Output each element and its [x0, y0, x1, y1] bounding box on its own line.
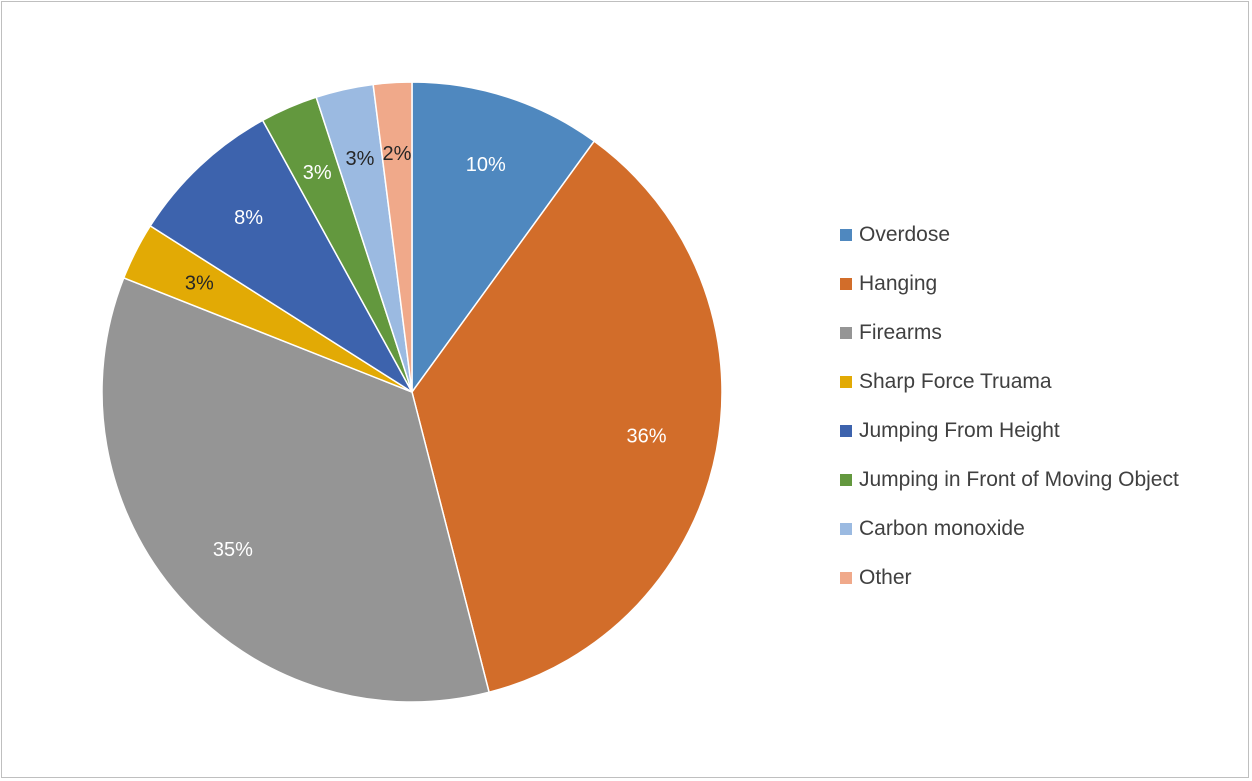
legend-label-hanging: Hanging — [859, 271, 938, 295]
pie-slice-jumping-from-height — [149, 119, 413, 393]
legend-item-firearms: Firearms — [840, 308, 1179, 357]
legend-swatch-jumping-from-height — [840, 424, 852, 437]
legend: Overdose Hanging Firearms Sharp Force Tr… — [840, 210, 1179, 602]
legend-item-sharp-force-trauma: Sharp Force Truama — [840, 357, 1179, 406]
pie-slice-hanging — [411, 140, 723, 694]
legend-label-jumping-from-height: Jumping From Height — [859, 418, 1060, 442]
legend-item-hanging: Hanging — [840, 259, 1179, 308]
legend-label-jumping-moving-object: Jumping in Front of Moving Object — [859, 467, 1179, 491]
legend-label-overdose: Overdose — [859, 222, 951, 246]
data-label-hanging: 36% — [626, 426, 666, 448]
legend-swatch-jumping-moving-object — [840, 473, 852, 486]
data-label-jumping-in-front-of-moving-object: 3% — [303, 162, 332, 184]
legend-swatch-hanging — [840, 277, 852, 290]
data-label-sharp-force-truama: 3% — [185, 273, 214, 295]
legend-label-sharp-force-trauma: Sharp Force Truama — [859, 369, 1052, 393]
data-label-other: 2% — [383, 143, 412, 165]
legend-swatch-carbon-monoxide — [840, 522, 852, 535]
pie-slice-overdose — [411, 81, 596, 395]
pie-slice-firearms — [101, 276, 491, 703]
legend-swatch-sharp-force-trauma — [840, 375, 852, 388]
data-label-overdose: 10% — [466, 154, 506, 176]
data-label-carbon-monoxide: 3% — [345, 148, 374, 170]
legend-item-jumping-from-height: Jumping From Height — [840, 406, 1179, 455]
data-label-firearms: 35% — [213, 539, 253, 561]
data-label-jumping-from-height: 8% — [234, 207, 263, 229]
legend-item-carbon-monoxide: Carbon monoxide — [840, 504, 1179, 553]
legend-swatch-firearms — [840, 326, 852, 339]
legend-item-jumping-moving-object: Jumping in Front of Moving Object — [840, 455, 1179, 504]
legend-swatch-overdose — [840, 228, 852, 241]
legend-item-overdose: Overdose — [840, 210, 1179, 259]
legend-item-other: Other — [840, 553, 1179, 602]
legend-label-firearms: Firearms — [859, 320, 942, 344]
legend-label-other: Other — [859, 565, 912, 589]
legend-swatch-other — [840, 571, 852, 584]
pie-slice-other — [372, 81, 413, 393]
legend-label-carbon-monoxide: Carbon monoxide — [859, 516, 1025, 540]
